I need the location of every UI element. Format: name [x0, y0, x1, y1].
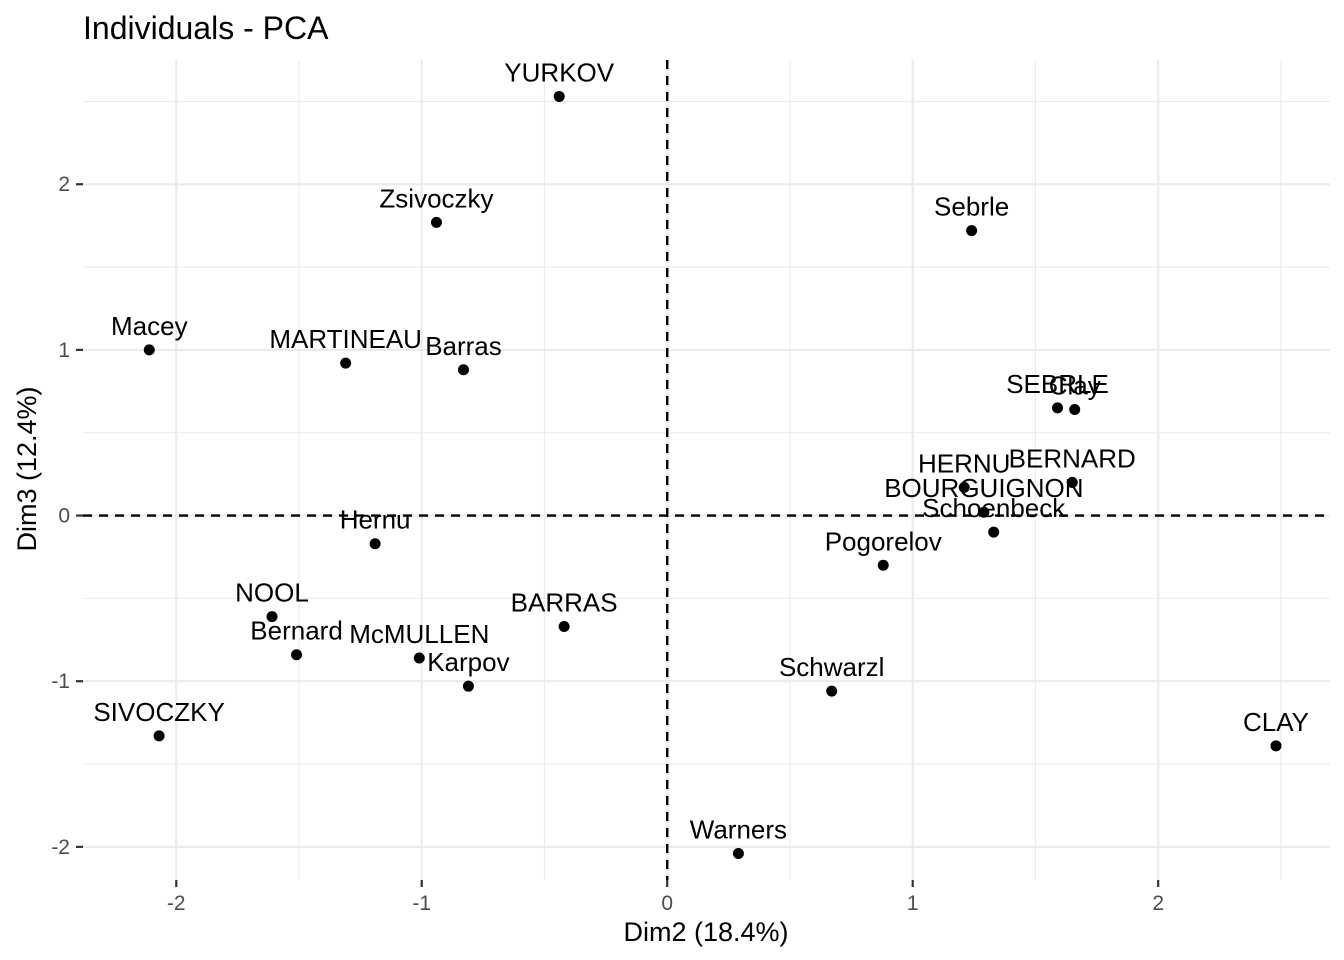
data-point: [143, 344, 155, 356]
y-tick-label: 0: [58, 505, 70, 528]
point-label: Pogorelov: [825, 526, 942, 556]
point-label: Sebrle: [934, 192, 1009, 222]
point-label: Bernard: [250, 616, 343, 646]
point-label: NOOL: [235, 578, 309, 608]
point-label: Clay: [1049, 371, 1101, 401]
y-tick-label: 1: [58, 339, 70, 362]
data-point: [978, 506, 990, 518]
point-label: McMULLEN: [349, 619, 489, 649]
data-point: [413, 652, 425, 664]
data-point: [462, 680, 474, 692]
y-tick-label: -1: [51, 670, 70, 693]
data-point: [1052, 402, 1064, 414]
point-labels: YURKOV Zsivoczky Sebrle Macey MARTINEAU Barra…: [93, 57, 1309, 844]
data-point: [958, 481, 970, 493]
y-tick-label: 2: [58, 173, 70, 196]
data-point: [1270, 740, 1282, 752]
x-tick-label: 1: [907, 892, 919, 915]
point-label: HERNU: [918, 448, 1010, 478]
data-point: [266, 611, 278, 623]
y-axis-title: Dim3 (12.4%): [12, 386, 42, 551]
data-point: [966, 225, 978, 237]
data-point: [826, 685, 838, 697]
x-tick-label: -2: [167, 892, 186, 915]
point-label: SIVOCZKY: [93, 697, 224, 727]
data-point: [558, 621, 570, 633]
data-point: [877, 559, 889, 571]
x-tick-label: 0: [661, 892, 673, 915]
data-point: [988, 526, 1000, 538]
data-point: [553, 90, 565, 102]
data-point: [291, 649, 303, 661]
point-label: YURKOV: [504, 57, 614, 87]
data-point: [153, 730, 165, 742]
point-label: MARTINEAU: [269, 324, 422, 354]
data-point: [1069, 404, 1081, 416]
point-label: BERNARD: [1009, 443, 1136, 473]
point-label: Schwarzl: [779, 652, 884, 682]
data-points: [143, 90, 1282, 859]
point-label: Zsivoczky: [379, 183, 493, 213]
data-point: [1066, 476, 1078, 488]
data-point: [340, 357, 352, 369]
reference-lines: [83, 60, 1330, 880]
point-label: Macey: [111, 311, 188, 341]
grid-lines: [83, 60, 1330, 880]
data-point: [457, 364, 469, 376]
x-tick-label: -1: [412, 892, 431, 915]
point-label: CLAY: [1243, 707, 1309, 737]
point-label: Hernu: [340, 505, 411, 535]
x-tick-label: 2: [1152, 892, 1164, 915]
point-label: BOURGUIGNON: [884, 473, 1083, 503]
data-point: [369, 538, 381, 550]
chart-title: Individuals - PCA: [83, 10, 329, 46]
point-label: Schoenbeck: [922, 493, 1066, 523]
data-point: [732, 847, 744, 859]
point-label: Warners: [690, 814, 787, 844]
point-label: SEBRLE: [1006, 369, 1109, 399]
data-point: [430, 216, 442, 228]
point-label: Karpov: [427, 647, 509, 677]
x-axis-title: Dim2 (18.4%): [623, 917, 788, 947]
point-label: Barras: [425, 331, 502, 361]
axes: -2 -1 0 1 2 -2 -1 0 1 2: [51, 173, 1164, 915]
y-tick-label: -2: [51, 836, 70, 859]
point-label: BARRAS: [511, 588, 618, 618]
